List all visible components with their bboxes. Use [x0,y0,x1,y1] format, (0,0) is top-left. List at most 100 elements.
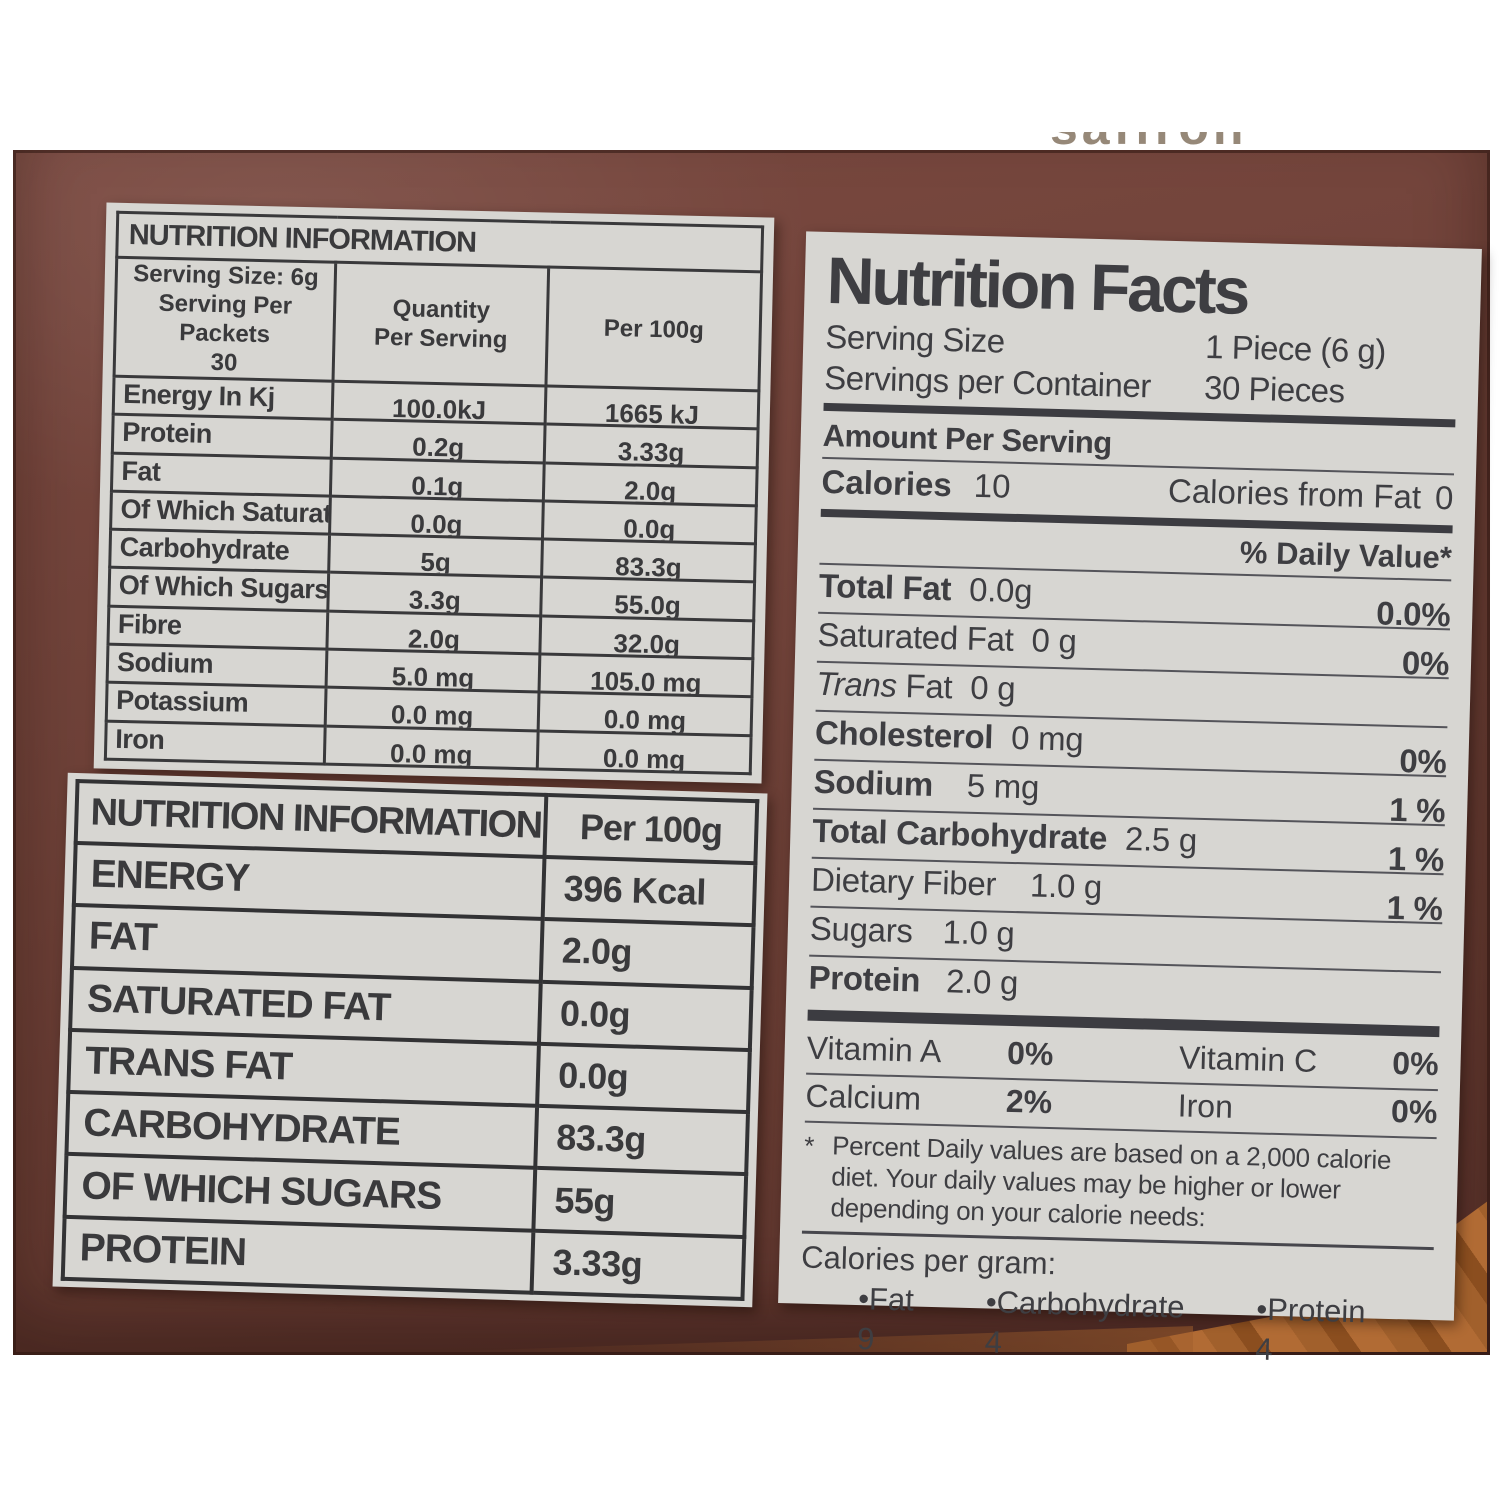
per-serving-value: 100.0kJ [332,381,547,425]
nutrient-value: 55g [533,1168,747,1237]
nutrient-label-italic: Trans [815,664,898,704]
nutrient-label: Total Fat [818,566,952,608]
nutrient-label: Cholesterol [814,713,994,756]
footnote-asterisk: * [803,1130,815,1161]
per-serving-value: 0.0 mg [325,687,540,731]
nutrient-value: 0 g [969,668,1016,707]
nutrient-value: 0 mg [1010,718,1084,758]
nutrient-label: Total Carbohydrate [811,811,1108,857]
vitamin-a-label: Vitamin A [806,1029,942,1070]
serving-size-line: Serving Size: 6g [133,260,320,292]
calories-from-fat-label: Calories from Fat [1167,471,1422,516]
serving-size-label: Serving Size [824,317,1006,360]
nutrient-value: 83.3g [535,1105,749,1175]
nutrient-value: 1.0 g [942,913,1015,953]
per-100g-value: 105.0 mg [539,654,753,698]
nutrient-label: Sodium [813,762,934,803]
per-serving-value: 5.0 mg [326,649,541,693]
nutrient-value: 5 mg [966,766,1040,806]
nutrition-information-table-bottom: NUTRITION INFORMATION Per 100g ENERGY 39… [52,772,768,1308]
serving-size-value: 1 Piece (6 g) [1204,327,1387,370]
nutrient-label: Carbohydrate [109,529,330,573]
per-serving-value: 0.0g [329,496,544,540]
nutrient-label: Iron [105,720,326,765]
nutrition-facts-panel: Nutrition Facts Serving Size 1 Piece (6 … [778,231,1482,1367]
nutrient-value: 0.0g [539,981,752,1050]
per-100g-grid: NUTRITION INFORMATION Per 100g ENERGY 39… [61,779,760,1301]
per-100g-value: 55.0g [540,577,755,621]
serving-per-packets-line: Serving Per Packets [158,289,293,349]
nutrient-value: 0 g [1031,621,1078,660]
per-100g-value: 0.0 mg [537,730,752,774]
carbohydrate-per-gram: •Carbohydrate 4 [984,1284,1185,1360]
quantity-per-serving-header: Quantity Per Serving [333,262,549,387]
per-100g-value: 3.33g [544,424,759,468]
calories-value: 10 [973,466,1011,505]
serving-header-cell: Serving Size: 6g Serving Per Packets 30 [114,257,337,382]
nutrient-value: 2.0 g [945,962,1019,1002]
nutrient-label: Protein [808,958,921,999]
daily-value: 1 % [1387,839,1445,879]
nutrient-label: Fat [896,666,953,706]
per-100g-value: 0.0 mg [538,692,752,736]
daily-value: 0% [1401,644,1450,683]
per-100g-value: 83.3g [541,539,756,583]
daily-value: 1 % [1388,790,1446,830]
calcium-value: 2% [1005,1082,1053,1121]
nutrient-label: Protein [112,414,333,458]
nutrient-label: PROTEIN [62,1216,534,1293]
per-100g-header: Per 100g [544,794,758,864]
daily-value: 1 % [1386,888,1444,928]
vitamin-c-label: Vitamin C [1178,1039,1318,1079]
per-100g-value: 1665 kJ [545,386,759,430]
calcium-label: Calcium [805,1077,922,1117]
nutrient-label: Energy In Kj [113,376,334,420]
calories-from-fat-value: 0 [1434,478,1454,517]
nutrient-label: Fibre [107,605,329,650]
nutrient-value: 1.0 g [1029,866,1103,906]
nutrient-value: 2.5 g [1124,819,1198,859]
nutrient-label: Saturated Fat [817,615,1015,658]
quantity-line: Quantity [392,295,491,325]
nutrient-label: Dietary Fiber [810,860,997,903]
per-serving-line: Per Serving [373,323,508,354]
nutrition-information-table-top: NUTRITION INFORMATION Serving Size: 6g S… [93,202,775,784]
daily-value: 0% [1398,742,1447,781]
per-100g-value: 2.0g [543,462,758,506]
nutrient-label: Of Which Sugars [108,567,329,611]
daily-value: 0.0% [1375,594,1451,634]
per-serving-value: 0.2g [331,419,546,463]
nutrient-value: 396 Kcal [542,856,756,926]
per-serving-value: 5g [328,534,543,578]
per-100g-value: 0.0g [542,500,757,544]
per-serving-value: 3.3g [328,572,542,616]
daily-value-footnote: * Percent Daily values are based on a 2,… [802,1130,1436,1240]
per-serving-value: 0.1g [330,457,545,501]
vitamin-c-value: 0% [1391,1044,1440,1083]
nutrient-label: Potassium [106,682,327,726]
nutrient-label: Sugars [809,909,914,950]
footnote-text: Percent Daily values are based on a 2,00… [830,1130,1392,1233]
per-100g-value: 32.0g [540,615,754,659]
iron-label: Iron [1177,1087,1234,1125]
servings-per-container-label: Servings per Container [823,358,1152,405]
calories-label: Calories [821,462,953,504]
nutrient-value: 3.33g [531,1230,745,1299]
nutrition-info-grid: NUTRITION INFORMATION Serving Size: 6g S… [104,211,764,776]
nutrient-value: 2.0g [540,919,754,988]
nutrient-label: Fat [111,452,332,497]
nutrient-value: 0.0g [968,570,1033,610]
column-header-row: Serving Size: 6g Serving Per Packets 30 … [114,257,762,391]
protein-per-gram: •Protein 4 [1254,1291,1366,1367]
nutrient-label: Of Which Saturates [110,491,331,535]
servings-per-container-value: 30 Pieces [1203,368,1346,410]
iron-value: 0% [1390,1092,1438,1131]
nutrient-value: 0.0g [537,1043,750,1113]
per-serving-value: 0.0 mg [324,725,539,769]
packets-count-line: 30 [210,348,238,377]
per-100g-header: Per 100g [546,267,762,391]
fat-per-gram: •Fat 9 [856,1281,915,1357]
vitamin-a-value: 0% [1006,1034,1054,1073]
nutrient-label: Sodium [107,644,328,688]
package-brand-text: saffron [1050,99,1248,155]
